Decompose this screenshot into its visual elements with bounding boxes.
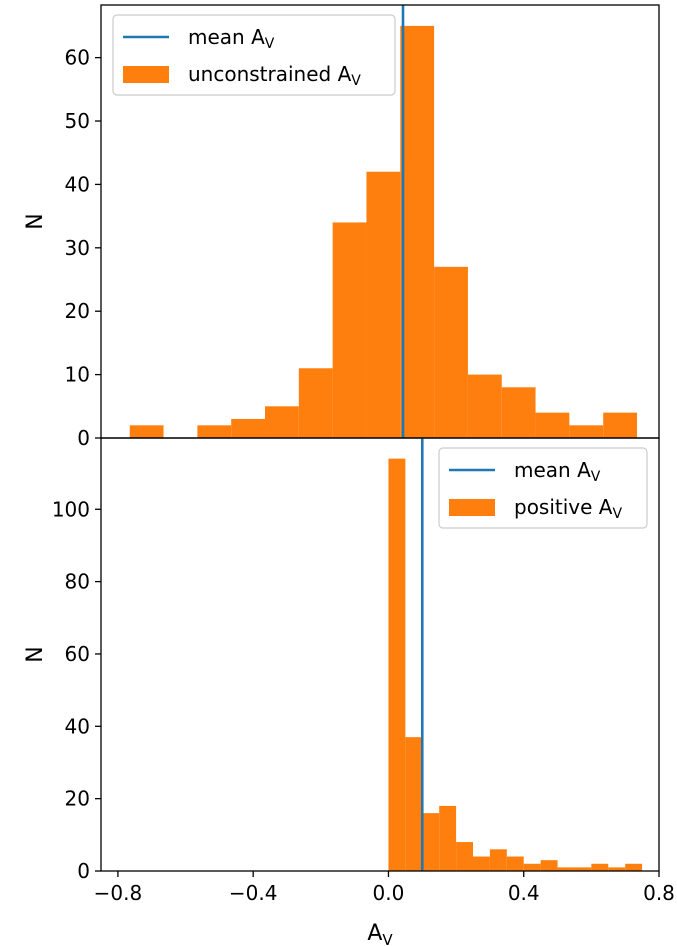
bottom-legend-label: mean AV bbox=[514, 458, 601, 485]
bottom-legend-label-main: positive A bbox=[514, 495, 613, 519]
top-histogram-bar bbox=[467, 374, 502, 438]
top-y-tick-label: 30 bbox=[65, 236, 90, 260]
top-histogram-bar bbox=[265, 406, 299, 438]
bottom-legend-label-main: mean A bbox=[514, 458, 591, 482]
bottom-histogram-bar bbox=[625, 863, 643, 871]
bottom-histogram-bar bbox=[557, 867, 575, 871]
top-y-tick-label: 50 bbox=[65, 109, 90, 133]
top-y-tick-label: 10 bbox=[65, 363, 90, 387]
top-histogram-bar bbox=[129, 425, 164, 438]
top-legend-label-sub: V bbox=[351, 73, 361, 89]
top-y-axis-label: N bbox=[23, 213, 48, 229]
bottom-histogram-bar bbox=[422, 813, 440, 871]
top-histogram-bar bbox=[197, 425, 232, 438]
top-y-tick-label: 60 bbox=[65, 46, 90, 70]
bottom-x-tick-label: 0.4 bbox=[508, 881, 540, 905]
top-legend-box bbox=[112, 14, 396, 96]
bottom-histogram-bar bbox=[473, 856, 490, 871]
top-legend-label-sub: V bbox=[265, 36, 275, 52]
top-histogram-bar bbox=[231, 418, 266, 438]
top-legend-label: mean AV bbox=[188, 25, 275, 52]
x-axis-label: AV bbox=[367, 921, 393, 946]
bottom-y-tick-label: 100 bbox=[52, 497, 90, 521]
top-y-tick-label: 40 bbox=[65, 172, 90, 196]
bottom-y-tick-label: 40 bbox=[65, 714, 90, 738]
bottom-histogram-bar bbox=[608, 867, 626, 871]
bottom-histogram-bar bbox=[540, 860, 558, 871]
top-histogram-bar bbox=[569, 425, 604, 438]
top-histogram-bar bbox=[366, 171, 401, 439]
top-histogram-bar bbox=[332, 222, 367, 438]
bottom-histogram-bar bbox=[388, 458, 406, 871]
bottom-y-tick-label: 80 bbox=[65, 570, 90, 594]
bottom-histogram-bar bbox=[439, 805, 457, 871]
bottom-histogram-bar bbox=[405, 737, 423, 871]
bottom-x-tick-label: 0.0 bbox=[373, 881, 405, 905]
top-legend-label-main: mean A bbox=[188, 25, 265, 49]
bottom-y-tick-label: 20 bbox=[65, 787, 90, 811]
top-histogram-bar bbox=[434, 266, 468, 438]
bottom-x-tick-label: −0.4 bbox=[229, 881, 278, 905]
top-y-tick-label: 20 bbox=[65, 299, 90, 323]
top-histogram-bar bbox=[501, 387, 536, 438]
top-legend-label: unconstrained AV bbox=[188, 62, 361, 89]
top-histogram-bar bbox=[400, 25, 435, 438]
top-histogram-bar bbox=[603, 412, 638, 438]
bottom-y-tick-label: 60 bbox=[65, 642, 90, 666]
bottom-y-tick-label: 0 bbox=[77, 859, 90, 883]
bottom-legend-label-sub: V bbox=[591, 469, 601, 485]
x-axis-label-sub: V bbox=[382, 931, 393, 946]
bottom-legend-patch-swatch bbox=[449, 499, 495, 516]
bottom-legend-label: positive AV bbox=[514, 495, 623, 522]
bottom-x-tick-label: −0.8 bbox=[94, 881, 143, 905]
top-y-tick-label: 0 bbox=[77, 426, 90, 450]
bottom-histogram-bar bbox=[523, 863, 541, 871]
bottom-x-tick-label: 0.8 bbox=[643, 881, 675, 905]
bottom-histogram-bar bbox=[489, 849, 507, 871]
bottom-histogram-bar bbox=[506, 856, 524, 871]
x-axis-label-main: A bbox=[367, 921, 382, 946]
bottom-histogram-bar bbox=[574, 867, 592, 871]
bottom-legend-label-sub: V bbox=[613, 506, 623, 522]
top-legend-label-main: unconstrained A bbox=[188, 62, 352, 86]
top-histogram-bar bbox=[535, 412, 570, 438]
top-legend-patch-swatch bbox=[123, 66, 169, 83]
bottom-y-axis-label: N bbox=[23, 646, 48, 662]
bottom-histogram-bar bbox=[591, 863, 609, 871]
top-histogram-bar bbox=[298, 368, 333, 438]
bottom-histogram-bar bbox=[456, 842, 473, 871]
